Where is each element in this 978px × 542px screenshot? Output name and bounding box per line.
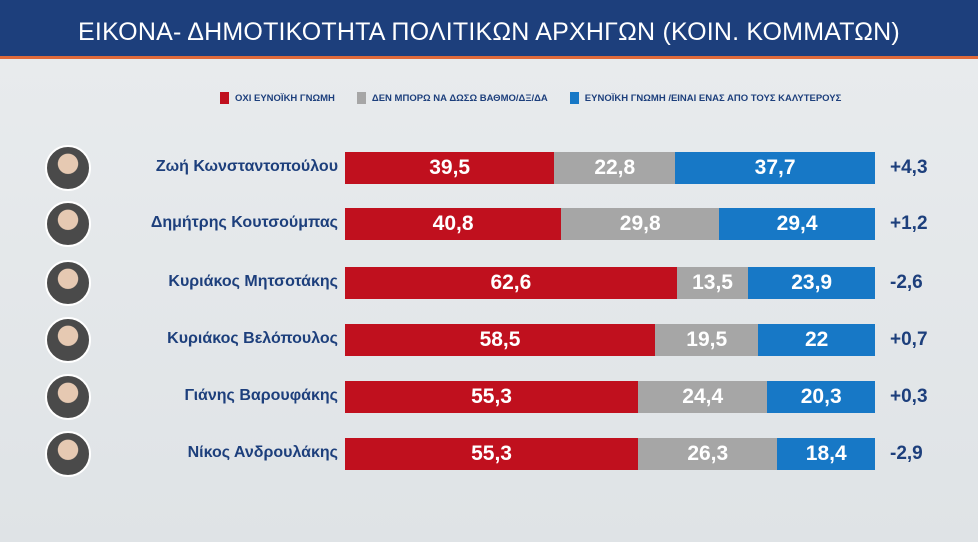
- difference-label: -2,6: [890, 272, 923, 293]
- legend-swatch: [356, 92, 366, 104]
- legend-swatch: [569, 92, 579, 104]
- bar-segment: 18,4: [777, 438, 875, 470]
- bar-segment: 39,5: [345, 152, 555, 184]
- legend: ΟΧΙ ΕΥΝΟΪΚΗ ΓΝΩΜΗ ΔΕΝ ΜΠΟΡΩ ΝΑ ΔΩΣΩ ΒΑΘΜ…: [220, 92, 841, 104]
- legend-label: ΟΧΙ ΕΥΝΟΪΚΗ ΓΝΩΜΗ: [235, 92, 335, 104]
- header-bar: ΕΙΚΟΝΑ- ΔΗΜΟΤΙΚΟΤΗΤΑ ΠΟΛΙΤΙΚΩΝ ΑΡΧΗΓΩΝ (…: [0, 0, 978, 59]
- chart-title: ΕΙΚΟΝΑ- ΔΗΜΟΤΙΚΟΤΗΤΑ ΠΟΛΙΤΙΚΩΝ ΑΡΧΗΓΩΝ (…: [78, 18, 900, 46]
- legend-label: ΔΕΝ ΜΠΟΡΩ ΝΑ ΔΩΣΩ ΒΑΘΜΟ/ΔΞ/ΔΑ: [371, 92, 548, 104]
- chart-row: Δημήτρης Κουτσούμπας 40,8 29,8 29,4 +1,2: [0, 201, 978, 247]
- bar-segment: 55,3: [345, 381, 639, 413]
- chart-row: Γιάνης Βαρουφάκης 55,3 24,4 20,3 +0,3: [0, 374, 978, 420]
- bar-segment: 13,5: [676, 267, 749, 299]
- bar-segment: 20,3: [767, 381, 875, 413]
- bar-segment: 24,4: [638, 381, 768, 413]
- bar-segment: 22: [758, 324, 875, 356]
- category-label: Νίκος Ανδρουλάκης: [187, 444, 338, 461]
- bar-segment: 29,4: [719, 208, 875, 240]
- avatar: [45, 201, 91, 247]
- category-label: Κυριάκος Βελόπουλος: [167, 330, 338, 347]
- legend-swatch: [220, 92, 229, 104]
- avatar: [45, 431, 91, 477]
- difference-label: +0,3: [890, 386, 928, 407]
- category-label: Γιάνης Βαρουφάκης: [184, 387, 339, 404]
- difference-label: +1,2: [890, 213, 928, 234]
- difference-label: +4,3: [890, 157, 928, 178]
- bar-segment: 55,3: [345, 438, 639, 470]
- difference-label: -2,9: [890, 443, 923, 464]
- bar-segment: 40,8: [345, 208, 562, 240]
- category-label: Κυριάκος Μητσοτάκης: [168, 273, 338, 290]
- category-label: Ζωή Κωνσταντοπούλου: [155, 158, 338, 175]
- avatar: [45, 317, 91, 363]
- legend-item-unfavorable: ΟΧΙ ΕΥΝΟΪΚΗ ΓΝΩΜΗ: [220, 92, 335, 104]
- bar-segment: 58,5: [345, 324, 656, 356]
- legend-item-favorable: ΕΥΝΟΪΚΗ ΓΝΩΜΗ /ΕΙΝΑΙ ΕΝΑΣ ΑΠΟ ΤΟΥΣ ΚΑΛΥΤ…: [569, 92, 842, 104]
- legend-label: ΕΥΝΟΪΚΗ ΓΝΩΜΗ /ΕΙΝΑΙ ΕΝΑΣ ΑΠΟ ΤΟΥΣ ΚΑΛΥΤ…: [584, 92, 842, 104]
- avatar: [45, 374, 91, 420]
- chart-row: Ζωή Κωνσταντοπούλου 39,5 22,8 37,7 +4,3: [0, 145, 978, 191]
- chart-row: Κυριάκος Μητσοτάκης 62,6 13,5 23,9 -2,6: [0, 260, 978, 306]
- bar-segment: 29,8: [561, 208, 720, 240]
- category-label: Δημήτρης Κουτσούμπας: [150, 214, 338, 231]
- chart-row: Κυριάκος Βελόπουλος 58,5 19,5 22 +0,7: [0, 317, 978, 363]
- bar-segment: 23,9: [748, 267, 875, 299]
- bar-segment: 62,6: [345, 267, 677, 299]
- bar-segment: 19,5: [655, 324, 759, 356]
- avatar: [45, 260, 91, 306]
- legend-item-no-answer: ΔΕΝ ΜΠΟΡΩ ΝΑ ΔΩΣΩ ΒΑΘΜΟ/ΔΞ/ΔΑ: [356, 92, 548, 104]
- bar-segment: 26,3: [638, 438, 778, 470]
- bar-segment: 37,7: [675, 152, 875, 184]
- bar-segment: 22,8: [554, 152, 676, 184]
- chart-row: Νίκος Ανδρουλάκης 55,3 26,3 18,4 -2,9: [0, 431, 978, 477]
- difference-label: +0,7: [890, 329, 928, 350]
- avatar: [45, 145, 91, 191]
